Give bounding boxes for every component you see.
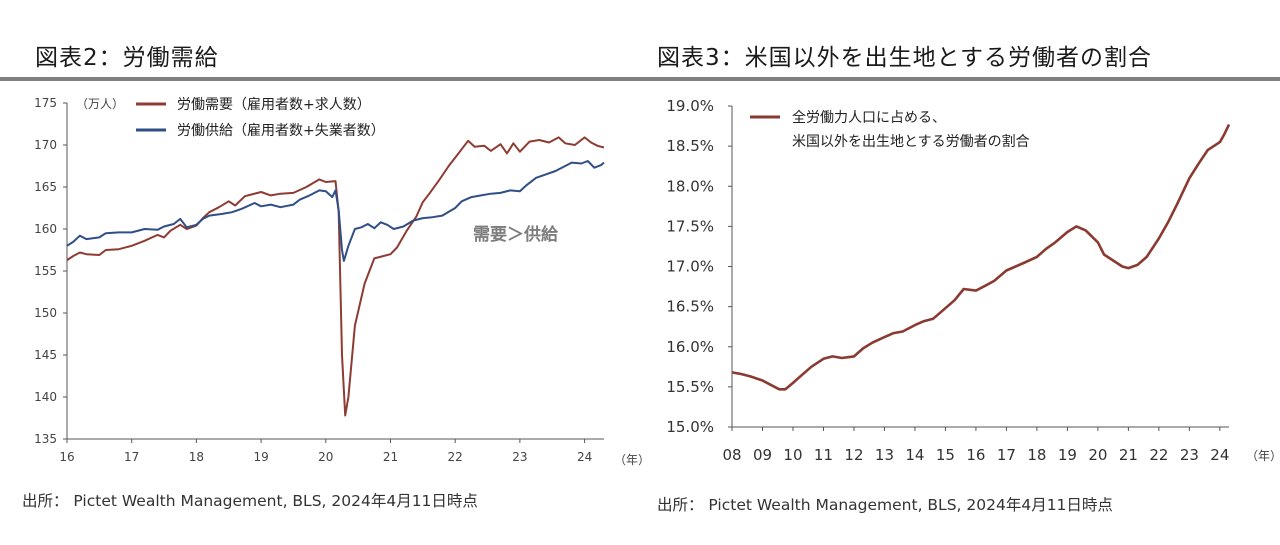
left-chart-title: 図表2：労働需給 bbox=[35, 45, 219, 71]
annotation-demand-exceeds-supply: 需要＞供給 bbox=[473, 224, 559, 245]
y-tick-label: 135 bbox=[34, 432, 57, 446]
x-tick-label: 22 bbox=[448, 450, 463, 464]
legend-label-share-line2: 米国以外を出生地とする労働者の割合 bbox=[792, 133, 1030, 150]
y-tick-label: 145 bbox=[34, 348, 57, 362]
x-tick-label: 24 bbox=[1210, 446, 1229, 464]
x-tick-label: 09 bbox=[753, 446, 772, 464]
x-tick-label: 22 bbox=[1149, 446, 1168, 464]
x-tick-label: 15 bbox=[936, 446, 955, 464]
y-tick-label: 160 bbox=[34, 222, 57, 236]
x-tick-label: 17 bbox=[124, 450, 139, 464]
right-chart-title: 図表3：米国以外を出生地とする労働者の割合 bbox=[657, 45, 1152, 71]
left-y-ticks: 135 140 145 150 155 160 165 170 175 bbox=[34, 96, 67, 446]
y-tick-label: 17.5% bbox=[666, 217, 714, 235]
x-tick-label: 08 bbox=[722, 446, 741, 464]
series-line-0 bbox=[66, 136, 605, 417]
left-y-unit-label: （万人） bbox=[76, 97, 124, 111]
x-tick-label: 20 bbox=[1088, 446, 1107, 464]
right-source-note: 出所： Pictet Wealth Management, BLS, 2024年… bbox=[657, 496, 1113, 514]
y-tick-label: 165 bbox=[34, 180, 57, 194]
x-tick-label: 18 bbox=[1027, 446, 1046, 464]
x-tick-label: 11 bbox=[814, 446, 833, 464]
x-tick-label: 18 bbox=[189, 450, 204, 464]
right-axes bbox=[731, 106, 1229, 428]
x-tick-label: 10 bbox=[783, 446, 802, 464]
left-axes bbox=[66, 103, 604, 440]
x-tick-label: 14 bbox=[905, 446, 924, 464]
x-tick-label: 20 bbox=[318, 450, 333, 464]
y-tick-label: 16.0% bbox=[666, 338, 714, 356]
y-tick-label: 15.0% bbox=[666, 418, 714, 436]
right-y-ticks: 15.0% 15.5% 16.0% 16.5% 17.0% 17.5% 18.0% 18.5%… bbox=[666, 97, 732, 436]
right-legend: 全労働力人口に占める、 米国以外を出生地とする労働者の割合 bbox=[750, 109, 1030, 150]
left-series bbox=[66, 136, 605, 417]
y-tick-label: 155 bbox=[34, 264, 57, 278]
left-source-note: 出所： Pictet Wealth Management, BLS, 2024年… bbox=[22, 492, 478, 510]
right-series bbox=[731, 123, 1231, 391]
x-tick-label: 21 bbox=[1119, 446, 1138, 464]
y-tick-label: 175 bbox=[34, 96, 57, 110]
left-legend: 労働需要（雇用者数+求人数） 労働供給（雇用者数+失業者数） bbox=[136, 96, 385, 139]
legend-label-supply: 労働供給（雇用者数+失業者数） bbox=[177, 122, 385, 139]
y-tick-label: 18.0% bbox=[666, 177, 714, 195]
x-tick-label: 16 bbox=[59, 450, 74, 464]
y-tick-label: 16.5% bbox=[666, 298, 714, 316]
right-x-unit-label: （年） bbox=[1246, 449, 1280, 463]
foreign-born-share-chart: 15.0% 15.5% 16.0% 16.5% 17.0% 17.5% 18.0% 18.5%… bbox=[666, 97, 1280, 464]
header-rule bbox=[0, 77, 1280, 81]
legend-label-demand: 労働需要（雇用者数+求人数） bbox=[177, 96, 371, 113]
y-tick-label: 19.0% bbox=[666, 97, 714, 115]
right-x-ticks: 08 09 10 11 12 13 14 15 16 17 18 19 20 21 22 23 24 bbox=[722, 427, 1229, 464]
x-tick-label: 12 bbox=[844, 446, 863, 464]
x-tick-label: 23 bbox=[1180, 446, 1199, 464]
y-tick-label: 150 bbox=[34, 306, 57, 320]
x-tick-label: 19 bbox=[253, 450, 268, 464]
left-x-ticks: 16 17 18 19 20 21 22 23 24 bbox=[59, 439, 592, 464]
left-x-unit-label: （年） bbox=[614, 453, 650, 467]
legend-label-share-line1: 全労働力人口に占める、 bbox=[792, 109, 946, 126]
x-tick-label: 13 bbox=[875, 446, 894, 464]
x-tick-label: 17 bbox=[997, 446, 1016, 464]
series-line-0 bbox=[731, 123, 1231, 391]
x-tick-label: 16 bbox=[966, 446, 985, 464]
y-tick-label: 18.5% bbox=[666, 137, 714, 155]
x-tick-label: 23 bbox=[512, 450, 527, 464]
labor-supply-demand-chart: 135 140 145 150 155 160 165 170 175 16 17 18 19 20 21… bbox=[34, 96, 650, 467]
x-tick-label: 24 bbox=[577, 450, 592, 464]
y-tick-label: 17.0% bbox=[666, 258, 714, 276]
y-tick-label: 170 bbox=[34, 138, 57, 152]
y-tick-label: 15.5% bbox=[666, 378, 714, 396]
y-tick-label: 140 bbox=[34, 390, 57, 404]
x-tick-label: 19 bbox=[1058, 446, 1077, 464]
series-line-1 bbox=[66, 160, 605, 262]
x-tick-label: 21 bbox=[383, 450, 398, 464]
